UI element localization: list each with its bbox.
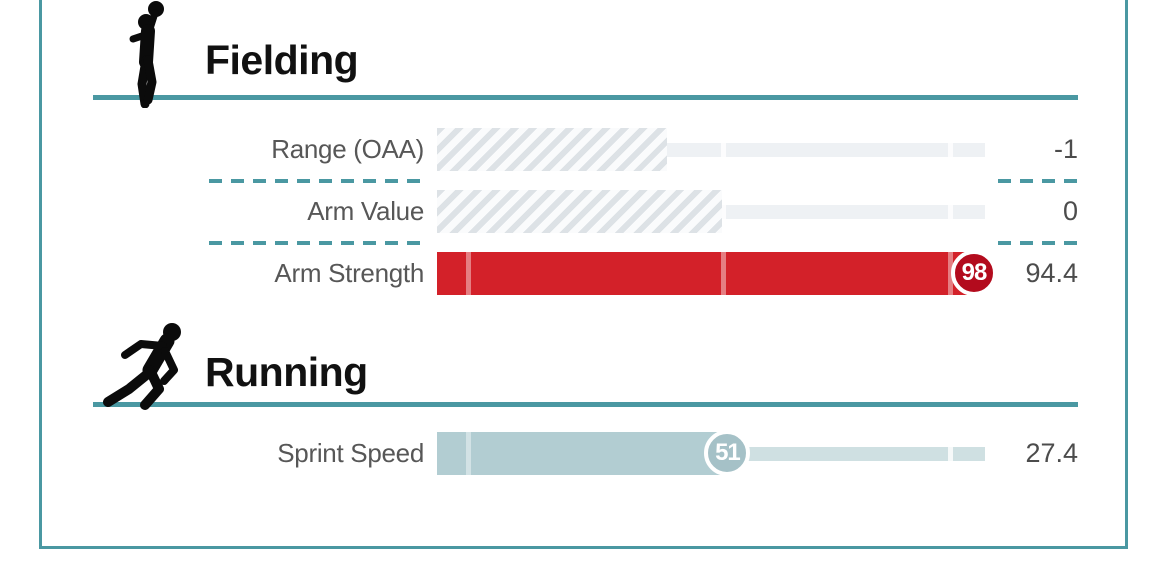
runner-icon <box>103 323 181 410</box>
slider-tick <box>465 432 471 475</box>
section-title-fielding: Fielding <box>205 37 359 83</box>
percentile-badge: 98 <box>951 250 998 296</box>
metric-row-arm-value: Arm Value 0 <box>0 190 1170 233</box>
percentile-badge: 51 <box>704 430 751 476</box>
metric-label: Arm Strength <box>274 258 424 288</box>
section-title-running: Running <box>205 349 368 395</box>
percentile-bar <box>437 432 728 475</box>
metric-row-arm-strength: Arm Strength 98 94.4 <box>0 250 1170 296</box>
section-rule-running <box>93 402 1078 407</box>
metric-value: -1 <box>1053 134 1078 164</box>
metric-row-range-oaa: Range (OAA) -1 <box>0 128 1170 171</box>
percentile-badge-value: 98 <box>961 259 988 286</box>
fielder-icon <box>129 1 164 108</box>
slider-tick <box>947 447 953 461</box>
metric-label: Range (OAA) <box>271 134 424 164</box>
slider-tick <box>720 143 726 157</box>
slider-tick <box>947 205 953 219</box>
slider-tick <box>947 252 953 295</box>
row-separator <box>209 179 425 183</box>
percentile-slider: 98 <box>437 250 998 296</box>
panel-border <box>39 0 1128 549</box>
row-separator <box>209 241 425 245</box>
metric-value: 0 <box>1062 196 1078 226</box>
percentile-bar <box>437 190 722 233</box>
metric-label: Arm Value <box>307 196 424 226</box>
section-rule-fielding <box>93 95 1078 100</box>
percentile-bar <box>437 128 668 171</box>
percentile-slider <box>437 128 985 171</box>
percentile-bar <box>437 252 975 295</box>
slider-tick <box>720 205 726 219</box>
slider-tick <box>720 252 726 295</box>
row-separator <box>998 179 1080 183</box>
percentile-slider <box>437 190 985 233</box>
metric-row-sprint-speed: Sprint Speed 51 27.4 <box>0 430 1170 476</box>
slider-tick <box>947 143 953 157</box>
metric-value: 27.4 <box>1025 438 1078 468</box>
percentile-badge-value: 51 <box>715 439 741 466</box>
slider-tick <box>465 252 471 295</box>
percentile-slider: 51 <box>437 430 985 476</box>
row-separator <box>998 241 1080 245</box>
metric-value: 94.4 <box>1025 258 1078 288</box>
metric-label: Sprint Speed <box>277 438 424 468</box>
